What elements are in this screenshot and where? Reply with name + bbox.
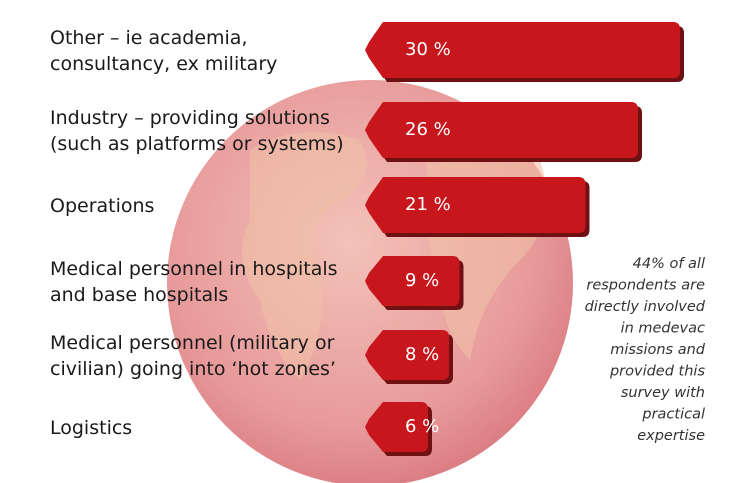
annotation-line: respondents are bbox=[586, 278, 705, 294]
category-label: Industry – providing solutions bbox=[50, 107, 330, 129]
annotation-line: practical bbox=[641, 407, 705, 423]
category-label: consultancy, ex military bbox=[50, 53, 277, 75]
bar bbox=[365, 102, 638, 158]
annotation: 44% of all respondents are directly involv… bbox=[585, 256, 706, 444]
bar bbox=[365, 177, 586, 233]
category-label: Logistics bbox=[50, 417, 132, 439]
bar bbox=[365, 402, 428, 452]
annotation-line: expertise bbox=[637, 428, 705, 444]
category-label: Medical personnel in hospitals bbox=[50, 258, 338, 280]
value-label: 30 % bbox=[405, 39, 451, 60]
bar bbox=[365, 256, 460, 306]
labels: Other – ie academia, consultancy, ex mili… bbox=[50, 27, 344, 439]
category-label: Other – ie academia, bbox=[50, 27, 248, 49]
annotation-line: provided this bbox=[609, 364, 705, 380]
category-label: Operations bbox=[50, 195, 154, 217]
annotation-line: in medevac bbox=[621, 321, 705, 337]
value-label: 26 % bbox=[405, 119, 451, 140]
value-label: 8 % bbox=[405, 344, 439, 365]
continent bbox=[242, 132, 367, 380]
category-label: civilian) going into ‘hot zones’ bbox=[50, 358, 336, 380]
annotation-line: survey with bbox=[621, 385, 705, 401]
annotation-line: 44% of all bbox=[633, 256, 705, 272]
category-label: Medical personnel (military or bbox=[50, 332, 335, 354]
annotation-line: directly involved bbox=[585, 299, 706, 315]
value-label: 6 % bbox=[405, 416, 439, 437]
category-label: (such as platforms or systems) bbox=[50, 133, 344, 155]
value-label: 9 % bbox=[405, 270, 439, 291]
category-label: and base hospitals bbox=[50, 284, 228, 306]
bars: 30 % 26 % 21 % 9 % 8 % 6 % bbox=[365, 22, 684, 456]
bar bbox=[365, 22, 680, 78]
value-label: 21 % bbox=[405, 194, 451, 215]
annotation-line: missions and bbox=[610, 342, 706, 358]
bar bbox=[365, 330, 449, 380]
